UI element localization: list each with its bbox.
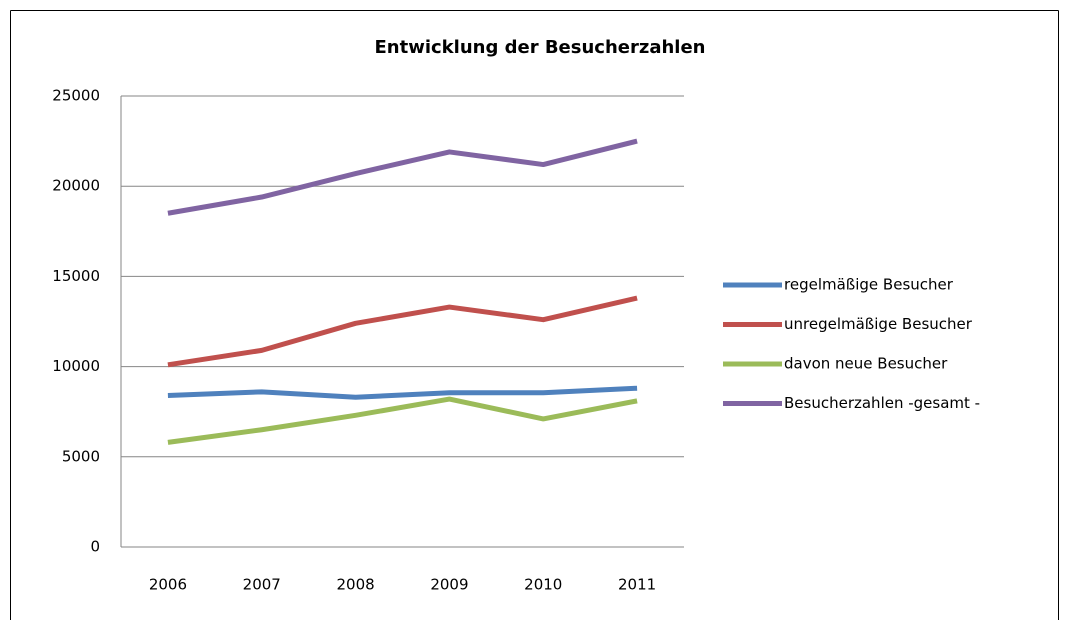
y-tick-label: 15000 (52, 267, 100, 285)
x-tick-label: 2006 (149, 576, 187, 594)
y-tick-label: 10000 (52, 357, 100, 375)
x-tick-label: 2007 (243, 576, 281, 594)
series-line (167, 138, 638, 216)
series-line (167, 385, 638, 400)
x-tick-label: 2009 (430, 576, 468, 594)
legend-label: davon neue Besucher (784, 355, 948, 373)
y-tick-label: 0 (90, 538, 100, 556)
x-tick-label: 2011 (618, 576, 656, 594)
chart-title: Entwicklung der Besucherzahlen (375, 37, 706, 58)
y-tick-label: 25000 (52, 87, 100, 105)
x-tick-label: 2010 (524, 576, 562, 594)
series-line (167, 295, 638, 368)
legend-label: regelmäßige Besucher (784, 276, 954, 294)
x-tick-label: 2008 (336, 576, 374, 594)
series-line (167, 396, 638, 445)
y-tick-label: 5000 (62, 447, 100, 465)
legend-label: Besucherzahlen -gesamt - (784, 394, 980, 412)
y-tick-label: 20000 (52, 177, 100, 195)
legend-label: unregelmäßige Besucher (784, 315, 973, 333)
